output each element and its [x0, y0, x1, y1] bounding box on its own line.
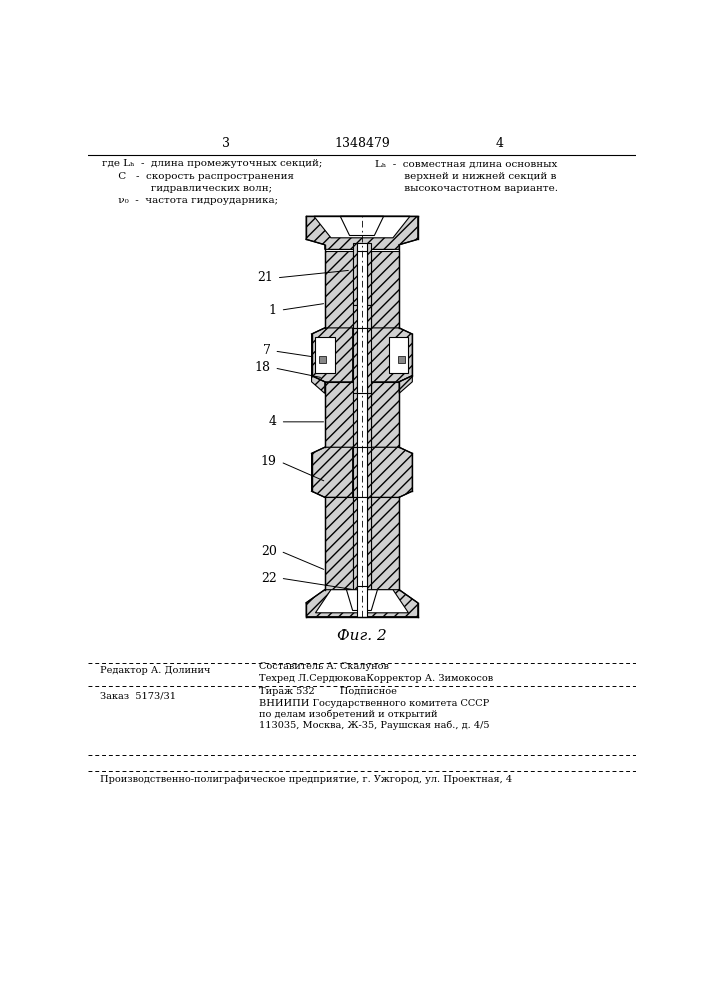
Bar	[356, 447, 368, 497]
Text: 21: 21	[257, 271, 273, 284]
Text: 20: 20	[261, 545, 276, 558]
Bar	[371, 382, 399, 447]
Bar	[353, 382, 356, 447]
Text: гидравлических волн;: гидравлических волн;	[103, 184, 272, 193]
Text: 113035, Москва, Ж-35, Раушская наб., д. 4/5: 113035, Москва, Ж-35, Раушская наб., д. …	[259, 720, 489, 730]
Text: 19: 19	[261, 455, 276, 468]
Bar	[320, 356, 325, 363]
Text: Фиг. 2: Фиг. 2	[337, 629, 387, 643]
Bar	[356, 382, 368, 447]
Bar	[353, 243, 356, 305]
Text: Тираж 532        Подписное: Тираж 532 Подписное	[259, 687, 397, 696]
Polygon shape	[371, 328, 412, 382]
Text: где Lₕ  -  длина промежуточных секций;: где Lₕ - длина промежуточных секций;	[103, 159, 322, 168]
Polygon shape	[340, 216, 384, 235]
Text: C   -  скорость распространения: C - скорость распространения	[103, 172, 294, 181]
Text: 7: 7	[262, 344, 271, 358]
Text: высокочастотном варианте.: высокочастотном варианте.	[375, 184, 558, 193]
Polygon shape	[315, 590, 409, 613]
Text: 4: 4	[495, 137, 503, 150]
Bar	[389, 337, 409, 373]
Polygon shape	[312, 447, 353, 497]
Text: 3: 3	[221, 137, 230, 150]
Bar	[356, 328, 368, 393]
Bar	[371, 251, 399, 328]
Bar	[353, 305, 356, 328]
Bar	[368, 243, 371, 305]
Bar	[325, 497, 353, 590]
Text: 1: 1	[269, 304, 276, 317]
Text: 1348479: 1348479	[334, 137, 390, 150]
Text: верхней и нижней секций в: верхней и нижней секций в	[375, 172, 556, 181]
Bar	[325, 382, 353, 447]
Bar	[368, 447, 371, 497]
Bar	[315, 337, 335, 373]
Bar	[368, 305, 371, 328]
Polygon shape	[306, 216, 418, 249]
Bar	[356, 586, 368, 617]
Bar	[368, 497, 371, 590]
Polygon shape	[399, 376, 412, 393]
Text: Составитель А. Скалунов: Составитель А. Скалунов	[259, 662, 389, 671]
Text: 4: 4	[269, 415, 276, 428]
Text: 22: 22	[261, 572, 276, 585]
Bar	[353, 447, 356, 497]
Bar	[368, 382, 371, 447]
Polygon shape	[312, 376, 325, 393]
Polygon shape	[306, 590, 418, 617]
Polygon shape	[371, 447, 412, 497]
Text: ВНИИПИ Государственного комитета СССР: ВНИИПИ Государственного комитета СССР	[259, 699, 489, 708]
Text: по делам изобретений и открытий: по делам изобретений и открытий	[259, 710, 438, 719]
Text: Производственно-полиграфическое предприятие, г. Ужгород, ул. Проектная, 4: Производственно-полиграфическое предприя…	[100, 775, 512, 784]
Polygon shape	[346, 590, 378, 610]
Bar	[368, 328, 371, 393]
Text: 18: 18	[255, 361, 271, 374]
Text: Редактор А. Долинич: Редактор А. Долинич	[100, 666, 211, 675]
Text: Lₕ  -  совместная длина основных: Lₕ - совместная длина основных	[375, 159, 558, 168]
Polygon shape	[314, 216, 410, 238]
Bar	[398, 356, 404, 363]
Bar	[356, 497, 368, 590]
Text: Заказ  5173/31: Заказ 5173/31	[100, 691, 176, 700]
Bar	[353, 497, 356, 590]
Bar	[371, 497, 399, 590]
Text: Техред Л.СердюковаКорректор А. Зимокосов: Техред Л.СердюковаКорректор А. Зимокосов	[259, 674, 493, 683]
Bar	[356, 251, 368, 328]
Polygon shape	[312, 328, 353, 382]
Text: ν₀  -  частота гидроударника;: ν₀ - частота гидроударника;	[103, 196, 279, 205]
Bar	[325, 251, 353, 328]
Bar	[356, 243, 368, 305]
Bar	[353, 328, 356, 393]
